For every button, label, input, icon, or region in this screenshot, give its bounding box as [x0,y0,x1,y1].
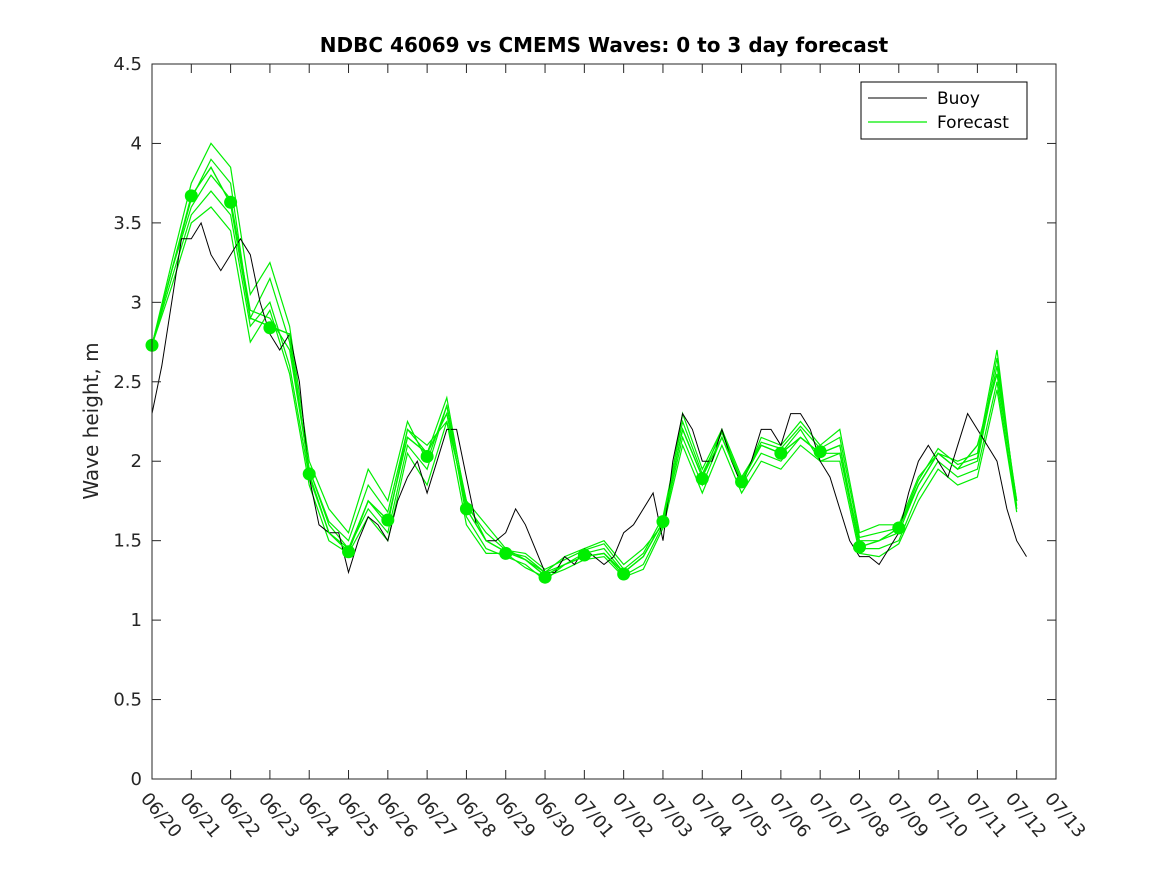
y-tick-label: 3.5 [113,213,142,234]
legend-forecast-label: Forecast [937,113,1009,133]
forecast-marker-point [459,502,473,516]
forecast-marker-point [538,570,552,584]
y-tick-label: 4 [131,133,142,154]
plot-area [152,64,1056,779]
forecast-marker-point [852,540,866,554]
forecast-marker-point [342,545,356,559]
forecast-marker-point [263,321,277,335]
forecast-marker-point [656,515,670,529]
forecast-marker-point [617,567,631,581]
forecast-marker-point [735,475,749,489]
forecast-marker-point [302,467,316,481]
forecast-marker-point [695,472,709,486]
y-tick-label: 0.5 [113,690,142,711]
forecast-marker-point [381,513,395,527]
series-layer [145,142,1027,584]
legend-buoy-label: Buoy [937,89,980,109]
y-tick-label: 2 [131,451,142,472]
y-tick-label: 3 [131,292,142,313]
y-tick-label: 1.5 [113,531,142,552]
legend: Buoy Forecast [860,81,1028,140]
forecast-marker-point [774,446,788,460]
forecast-marker-point [813,445,827,459]
forecast-marker-point [892,521,906,535]
forecast-marker-point [224,195,238,209]
legend-box [860,81,1028,140]
forecast-marker-point [184,189,198,203]
y-tick-label: 2.5 [113,372,142,393]
plot-background [152,64,1056,779]
axes-box [151,63,1057,780]
y-axis-title: Wave height, m [79,342,103,499]
forecast-marker-point [420,449,434,463]
forecast-marker-point [577,548,591,562]
forecast-marker-point [499,546,513,560]
y-tick-label: 0 [131,769,142,790]
y-tick-label: 4.5 [113,54,142,75]
chart-title: NDBC 46069 vs CMEMS Waves: 0 to 3 day fo… [320,33,889,57]
y-tick-label: 1 [131,610,142,631]
